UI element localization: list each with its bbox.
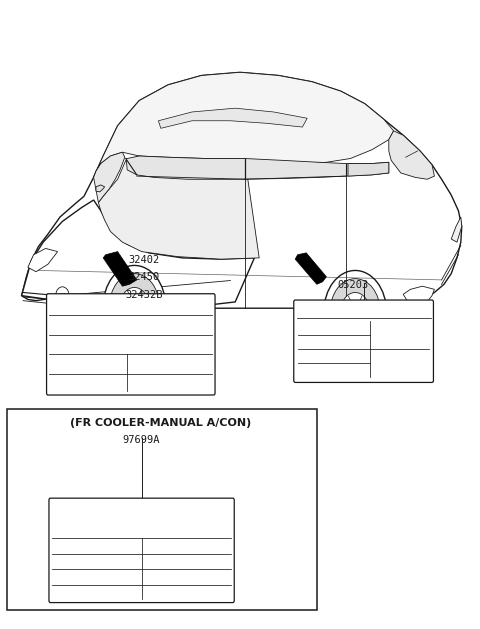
Text: 32450: 32450 (128, 272, 160, 282)
Polygon shape (22, 200, 254, 307)
Text: 05203: 05203 (337, 280, 369, 290)
Circle shape (120, 287, 149, 325)
Polygon shape (403, 286, 434, 303)
Circle shape (330, 279, 380, 344)
Text: 97699A: 97699A (123, 435, 160, 445)
Polygon shape (158, 108, 307, 128)
Polygon shape (389, 131, 434, 179)
Polygon shape (96, 185, 105, 192)
Text: (FR COOLER-MANUAL A/CON): (FR COOLER-MANUAL A/CON) (70, 418, 252, 428)
Bar (7, 409, 317, 610)
Polygon shape (348, 162, 389, 176)
Text: 32402: 32402 (128, 255, 160, 265)
Circle shape (103, 265, 166, 347)
Circle shape (341, 292, 370, 330)
FancyBboxPatch shape (47, 294, 215, 395)
Polygon shape (451, 217, 462, 242)
Polygon shape (98, 156, 259, 259)
Circle shape (324, 270, 386, 352)
Polygon shape (94, 72, 394, 177)
Circle shape (56, 287, 69, 304)
Polygon shape (22, 72, 462, 313)
Circle shape (109, 274, 159, 339)
FancyBboxPatch shape (294, 300, 433, 382)
Polygon shape (28, 248, 58, 272)
Text: H: H (60, 293, 65, 298)
FancyBboxPatch shape (49, 498, 234, 603)
Text: 32432B: 32432B (125, 290, 163, 300)
Polygon shape (295, 253, 326, 284)
Polygon shape (126, 156, 389, 179)
Polygon shape (103, 252, 137, 286)
Polygon shape (94, 152, 125, 203)
